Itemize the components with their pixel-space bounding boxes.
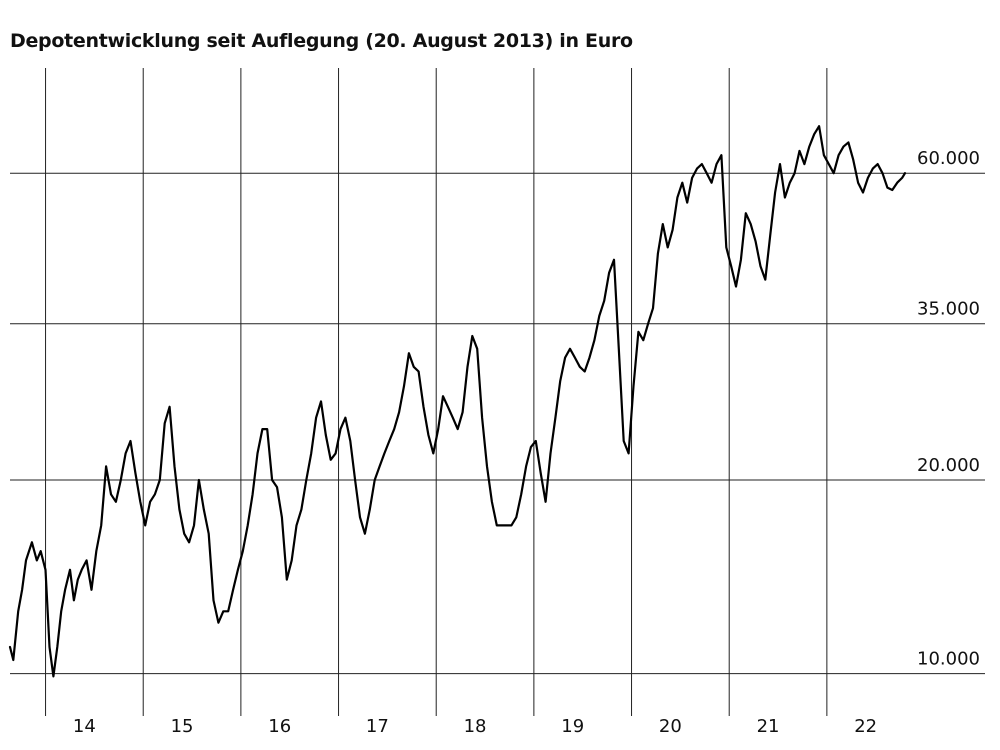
horizontal-gridlines bbox=[10, 172, 985, 675]
y-tick-label: 20.000 bbox=[917, 455, 980, 476]
chart-title: Depotentwicklung seit Auflegung (20. Aug… bbox=[10, 30, 633, 52]
y-tick-label: 35.000 bbox=[917, 299, 980, 320]
x-tick-label: 17 bbox=[366, 716, 389, 737]
x-tick-label: 18 bbox=[464, 716, 487, 737]
x-tick-label: 19 bbox=[561, 716, 584, 737]
y-tick-label: 60.000 bbox=[917, 148, 980, 169]
y-tick-label: 10.000 bbox=[917, 649, 980, 670]
series-line-0 bbox=[8, 125, 907, 678]
x-axis-tick-labels: 14 15 16 17 18 19 20 21 22 bbox=[73, 716, 877, 737]
x-tick-label: 21 bbox=[757, 716, 780, 737]
x-tick-label: 16 bbox=[268, 716, 291, 737]
x-tick-label: 20 bbox=[659, 716, 682, 737]
series-layer bbox=[8, 125, 907, 678]
x-tick-label: 22 bbox=[854, 716, 877, 737]
x-tick-label: 15 bbox=[171, 716, 194, 737]
x-tick-label: 14 bbox=[73, 716, 96, 737]
vertical-gridlines bbox=[45, 68, 828, 716]
y-axis-tick-labels: 60.000 35.000 20.000 10.000 bbox=[917, 148, 980, 669]
